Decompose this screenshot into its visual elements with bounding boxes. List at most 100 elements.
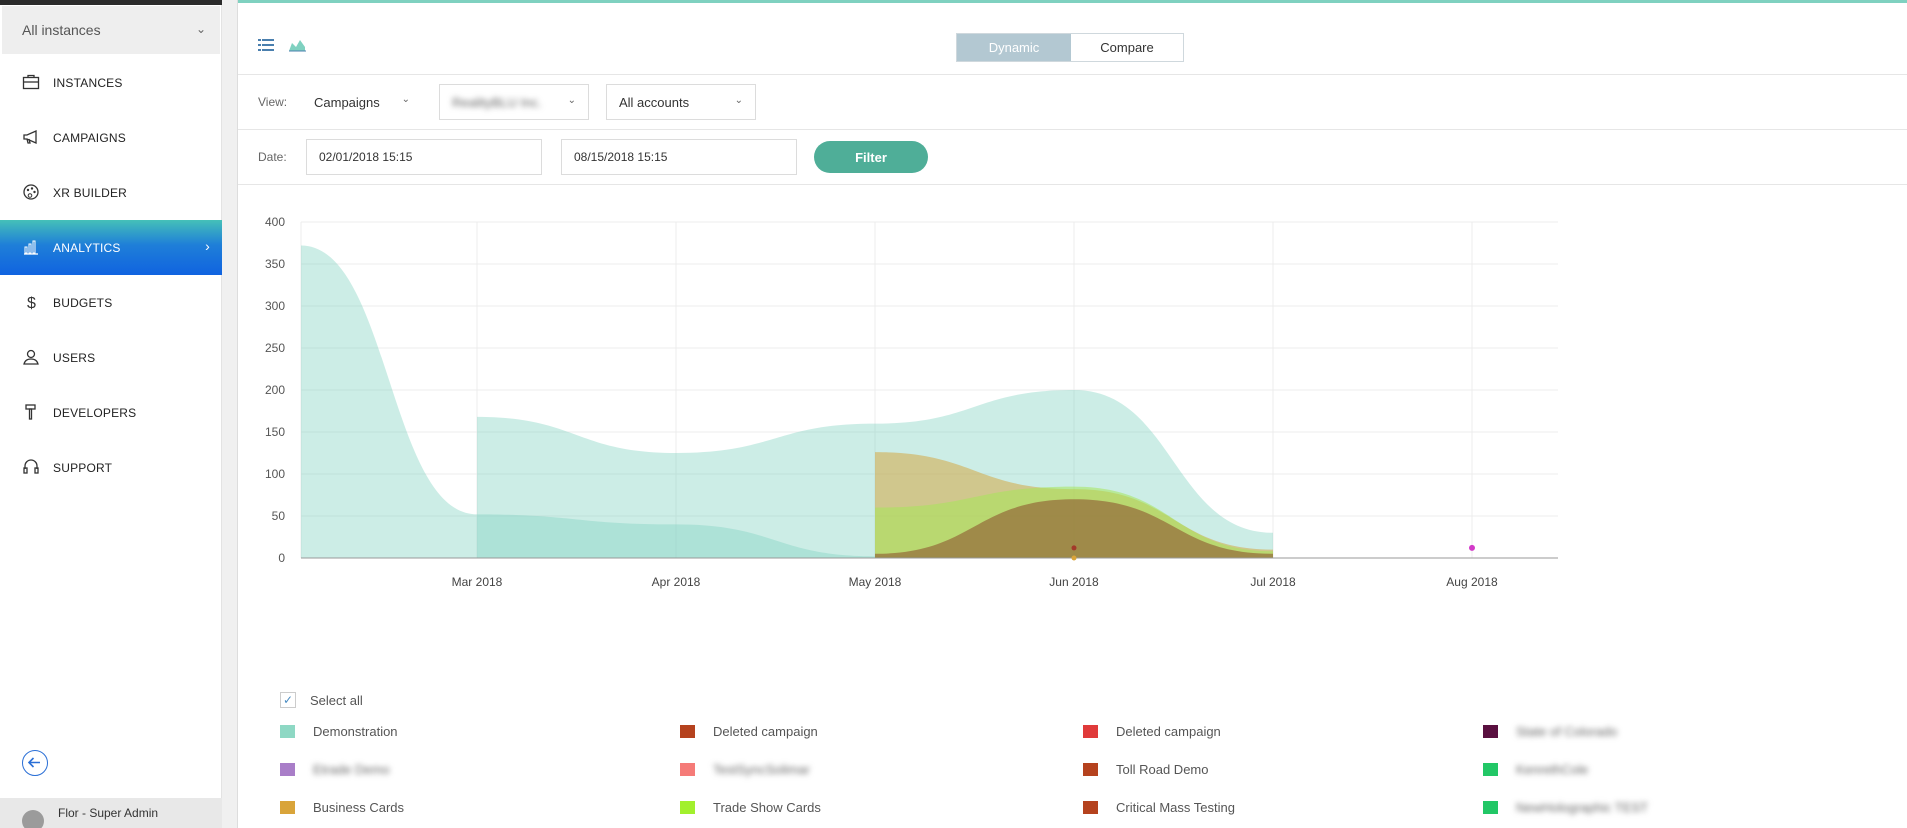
x-tick-label: Apr 2018 (652, 575, 701, 589)
legend-swatch (280, 725, 295, 738)
chevron-down-icon: ⌄ (195, 22, 206, 36)
sidebar-item-analytics[interactable]: ANALYTICS › (0, 220, 222, 275)
x-tick-label: Jul 2018 (1250, 575, 1296, 589)
x-tick-label: May 2018 (849, 575, 902, 589)
data-point-marker (1071, 545, 1077, 551)
x-tick-label: Jun 2018 (1049, 575, 1099, 589)
select-all-toggle[interactable]: ✓ Select all (280, 692, 363, 708)
toolbar: Dynamic Compare (238, 18, 1907, 75)
sidebar-item-instances[interactable]: INSTANCES (0, 55, 222, 110)
legend-label: State of Colorado (1516, 724, 1618, 739)
palette-icon (23, 184, 39, 200)
sidebar-item-support[interactable]: SUPPORT (0, 440, 222, 495)
legend-item[interactable]: Deleted campaign (680, 724, 818, 739)
sidebar-item-label: BUDGETS (53, 295, 113, 310)
sidebar-item-budgets[interactable]: $ BUDGETS (0, 275, 222, 330)
view-switcher (258, 38, 306, 52)
date-from-input[interactable] (306, 139, 542, 175)
filter-button[interactable]: Filter (814, 141, 928, 173)
sidebar-nav: INSTANCES CAMPAIGNS XR BUILDER ANALYTICS… (0, 55, 222, 495)
sidebar-item-label: DEVELOPERS (53, 405, 137, 420)
briefcase-icon (22, 74, 40, 90)
y-tick-label: 300 (265, 299, 285, 313)
legend-label: Trade Show Cards (713, 800, 821, 815)
date-to-input[interactable] (561, 139, 797, 175)
back-button[interactable] (22, 750, 48, 776)
legend-item[interactable]: Toll Road Demo (1083, 762, 1209, 777)
dollar-icon: $ (27, 295, 36, 311)
data-point-marker (1469, 544, 1475, 551)
chevron-down-icon: ⌄ (734, 95, 743, 106)
legend-label: Deleted campaign (1116, 724, 1221, 739)
headset-icon (23, 459, 39, 474)
data-point-marker (1071, 555, 1077, 561)
instance-select[interactable]: All instances ⌄ (2, 6, 220, 54)
y-tick-label: 50 (272, 509, 286, 523)
tab-dynamic[interactable]: Dynamic (957, 34, 1071, 61)
legend-swatch (280, 801, 295, 814)
top-accent-bar (238, 0, 1907, 3)
bar-chart-icon (24, 240, 38, 255)
user-menu[interactable]: Flor - Super Admin (0, 798, 222, 828)
legend-item[interactable]: Demonstration (280, 724, 398, 739)
hammer-icon (25, 404, 36, 420)
legend-item[interactable]: Deleted campaign (1083, 724, 1221, 739)
view-filter-row: View: Campaigns ⌄ RealityBLU Inc. ⌄ All … (238, 75, 1907, 130)
legend-label: Demonstration (313, 724, 398, 739)
legend-label: Business Cards (313, 800, 405, 815)
checkbox-checked-icon[interactable]: ✓ (280, 692, 296, 708)
y-tick-label: 400 (265, 215, 285, 229)
select-all-label: Select all (310, 692, 363, 708)
legend-item[interactable]: Critical Mass Testing (1083, 800, 1235, 815)
sidebar-item-developers[interactable]: DEVELOPERS (0, 385, 222, 440)
legend-label: KenrethCole (1516, 762, 1589, 777)
legend-item[interactable]: Business Cards (280, 800, 404, 815)
tab-compare[interactable]: Compare (1071, 34, 1183, 61)
x-tick-label: Mar 2018 (452, 575, 503, 589)
legend-label: NewHolographic TEST (1516, 800, 1648, 815)
legend-item[interactable]: TestSyncSolimar (680, 762, 810, 777)
sidebar-item-campaigns[interactable]: CAMPAIGNS (0, 110, 222, 165)
company-select[interactable]: RealityBLU Inc. ⌄ (439, 84, 589, 120)
legend-item[interactable]: Trade Show Cards (680, 800, 821, 815)
legend-swatch (280, 763, 295, 776)
view-label: View: (258, 95, 288, 109)
megaphone-icon (23, 129, 37, 145)
area-chart-icon[interactable] (288, 38, 306, 52)
analytics-area-chart: 0 50 100 150 200 250 300 350 400 Mar 2018 Apr 2018… (265, 215, 1558, 589)
sidebar-item-xr-builder[interactable]: XR BUILDER (0, 165, 222, 220)
chart-legend: ✓ Select all Demonstration Deleted campai… (238, 680, 1907, 828)
view-select-value: Campaigns (314, 94, 380, 110)
y-tick-label: 250 (265, 341, 285, 355)
legend-item[interactable]: NewHolographic TEST (1483, 800, 1648, 815)
sidebar-item-label: CAMPAIGNS (53, 130, 126, 145)
legend-item[interactable]: Etrade Demo (280, 762, 390, 777)
legend-label: Etrade Demo (313, 762, 390, 777)
legend-item[interactable]: State of Colorado (1483, 724, 1617, 739)
view-select[interactable]: Campaigns ⌄ (302, 84, 422, 120)
avatar (22, 810, 44, 828)
y-tick-label: 150 (265, 425, 285, 439)
series-area (301, 245, 1074, 558)
accounts-select-value: All accounts (619, 94, 690, 110)
sidebar-top-bar (0, 0, 222, 5)
sidebar-item-label: USERS (53, 350, 96, 365)
company-select-value: RealityBLU Inc. (452, 94, 542, 110)
list-view-icon[interactable] (258, 38, 274, 52)
chevron-down-icon: ⌄ (401, 94, 410, 105)
legend-swatch (1083, 725, 1098, 738)
legend-swatch (680, 801, 695, 814)
y-tick-label: 350 (265, 257, 285, 271)
sidebar-item-users[interactable]: USERS (0, 330, 222, 385)
y-tick-label: 100 (265, 467, 285, 481)
sidebar-item-label: XR BUILDER (53, 185, 128, 200)
legend-label: Toll Road Demo (1116, 762, 1209, 777)
svg-text:$: $ (27, 295, 36, 311)
y-tick-label: 0 (278, 551, 285, 565)
user-name: Flor - Super Admin (58, 806, 159, 820)
series-area (875, 499, 1273, 558)
legend-item[interactable]: KenrethCole (1483, 762, 1588, 777)
date-filter-row: Date: Filter (238, 130, 1907, 185)
sidebar: All instances ⌄ INSTANCES CAMPAIGNS XR B… (0, 0, 222, 828)
accounts-select[interactable]: All accounts ⌄ (606, 84, 756, 120)
